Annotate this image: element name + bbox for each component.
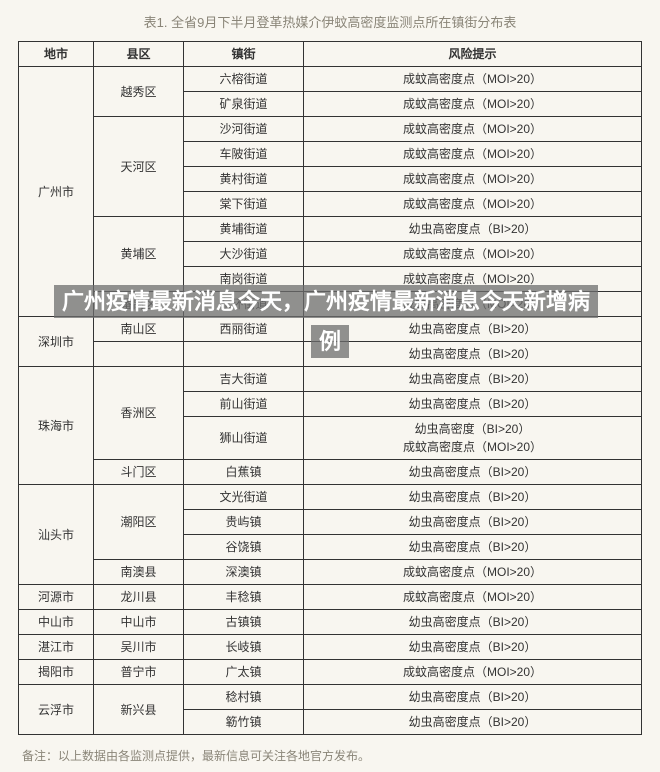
cell-town: 沙河街道 [184, 117, 304, 142]
cell-district: 越秀区 [94, 67, 184, 117]
cell-town: 车陂街道 [184, 142, 304, 167]
table-row: 珠海市香洲区吉大街道幼虫高密度点（BI>20） [19, 367, 642, 392]
cell-town: 大沙街道 [184, 242, 304, 267]
cell-town: 文光街道 [184, 485, 304, 510]
cell-town [184, 342, 304, 367]
cell-city: 揭阳市 [19, 660, 94, 685]
cell-risk: 幼虫高密度点（BI>20） [304, 460, 642, 485]
cell-district: 番禺区 [94, 292, 184, 317]
cell-town: 棠下街道 [184, 192, 304, 217]
cell-town: 黄村街道 [184, 167, 304, 192]
header-risk: 风险提示 [304, 42, 642, 67]
cell-risk: 成蚊高密度点（MOI>20） [304, 117, 642, 142]
header-town: 镇街 [184, 42, 304, 67]
cell-town: 稔村镇 [184, 685, 304, 710]
table-row: 揭阳市普宁市广太镇成蚊高密度点（MOI>20） [19, 660, 642, 685]
cell-district: 南山区 [94, 317, 184, 342]
cell-risk: 幼虫高密度点（BI>20） [304, 342, 642, 367]
cell-town: 广太镇 [184, 660, 304, 685]
distribution-table: 地市 县区 镇街 风险提示 广州市越秀区六榕街道成蚊高密度点（MOI>20）矿泉… [18, 41, 642, 735]
cell-risk: 幼虫高密度点（BI>20） [304, 635, 642, 660]
cell-district: 黄埔区 [94, 217, 184, 292]
cell-risk: 幼虫高密度点（BI>20） [304, 535, 642, 560]
cell-risk: 幼虫高密度点（BI>20） [304, 610, 642, 635]
table-row: 中山市中山市古镇镇幼虫高密度点（BI>20） [19, 610, 642, 635]
cell-risk: 成蚊高密度点（MOI>20） [304, 560, 642, 585]
cell-town: 东环街道 [184, 292, 304, 317]
table-row: 南澳县深澳镇成蚊高密度点（MOI>20） [19, 560, 642, 585]
cell-district: 普宁市 [94, 660, 184, 685]
cell-town: 古镇镇 [184, 610, 304, 635]
cell-town: 南岗街道 [184, 267, 304, 292]
cell-district: 斗门区 [94, 460, 184, 485]
cell-district [94, 342, 184, 367]
cell-risk: 成蚊高密度点（MOI>20） [304, 585, 642, 610]
cell-district: 新兴县 [94, 685, 184, 735]
cell-city: 河源市 [19, 585, 94, 610]
header-district: 县区 [94, 42, 184, 67]
cell-town: 矿泉街道 [184, 92, 304, 117]
cell-risk: 成蚊高密度点（MOI>20） [304, 192, 642, 217]
table-row: 云浮市新兴县稔村镇幼虫高密度点（BI>20） [19, 685, 642, 710]
cell-risk: 幼虫高密度点（BI>20） [304, 217, 642, 242]
cell-town: 六榕街道 [184, 67, 304, 92]
cell-risk: 成蚊高密度点（MOI>20） [304, 242, 642, 267]
cell-city: 深圳市 [19, 317, 94, 367]
table-row: 番禺区东环街道成蚊高密度点（MOI>20） [19, 292, 642, 317]
cell-district: 吴川市 [94, 635, 184, 660]
table-row: 湛江市吴川市长岐镇幼虫高密度点（BI>20） [19, 635, 642, 660]
cell-risk: 幼虫高密度点（BI>20） [304, 317, 642, 342]
cell-town: 前山街道 [184, 392, 304, 417]
cell-town: 黄埔街道 [184, 217, 304, 242]
cell-town: 丰稔镇 [184, 585, 304, 610]
cell-town: 长岐镇 [184, 635, 304, 660]
cell-risk: 成蚊高密度点（MOI>20） [304, 267, 642, 292]
table-row: 天河区沙河街道成蚊高密度点（MOI>20） [19, 117, 642, 142]
cell-city: 汕头市 [19, 485, 94, 585]
cell-city: 云浮市 [19, 685, 94, 735]
cell-risk: 成蚊高密度点（MOI>20） [304, 660, 642, 685]
cell-district: 龙川县 [94, 585, 184, 610]
footnote: 备注：以上数据由各监测点提供，最新信息可关注各地官方发布。 [18, 747, 642, 764]
cell-risk: 幼虫高密度点（BI>20） [304, 485, 642, 510]
cell-risk: 幼虫高密度（BI>20）成蚊高密度点（MOI>20） [304, 417, 642, 460]
cell-risk: 成蚊高密度点（MOI>20） [304, 92, 642, 117]
cell-risk: 成蚊高密度点（MOI>20） [304, 142, 642, 167]
table-row: 深圳市南山区西丽街道幼虫高密度点（BI>20） [19, 317, 642, 342]
cell-town: 深澳镇 [184, 560, 304, 585]
cell-district: 潮阳区 [94, 485, 184, 560]
cell-risk: 成蚊高密度点（MOI>20） [304, 67, 642, 92]
cell-town: 吉大街道 [184, 367, 304, 392]
cell-town: 簕竹镇 [184, 710, 304, 735]
cell-town: 谷饶镇 [184, 535, 304, 560]
cell-risk: 幼虫高密度点（BI>20） [304, 392, 642, 417]
cell-city: 珠海市 [19, 367, 94, 485]
table-row: 幼虫高密度点（BI>20） [19, 342, 642, 367]
cell-city: 中山市 [19, 610, 94, 635]
cell-district: 中山市 [94, 610, 184, 635]
cell-risk: 幼虫高密度点（BI>20） [304, 510, 642, 535]
cell-district: 南澳县 [94, 560, 184, 585]
table-row: 河源市龙川县丰稔镇成蚊高密度点（MOI>20） [19, 585, 642, 610]
table-row: 斗门区白蕉镇幼虫高密度点（BI>20） [19, 460, 642, 485]
table-row: 汕头市潮阳区文光街道幼虫高密度点（BI>20） [19, 485, 642, 510]
cell-risk: 成蚊高密度点（MOI>20） [304, 167, 642, 192]
table-title: 表1. 全省9月下半月登革热媒介伊蚊高密度监测点所在镇街分布表 [18, 12, 642, 31]
cell-town: 贵屿镇 [184, 510, 304, 535]
cell-town: 西丽街道 [184, 317, 304, 342]
cell-risk: 幼虫高密度点（BI>20） [304, 685, 642, 710]
cell-risk: 幼虫高密度点（BI>20） [304, 710, 642, 735]
table-row: 黄埔区黄埔街道幼虫高密度点（BI>20） [19, 217, 642, 242]
cell-risk: 成蚊高密度点（MOI>20） [304, 292, 642, 317]
cell-city: 湛江市 [19, 635, 94, 660]
header-city: 地市 [19, 42, 94, 67]
table-row: 广州市越秀区六榕街道成蚊高密度点（MOI>20） [19, 67, 642, 92]
cell-town: 白蕉镇 [184, 460, 304, 485]
cell-district: 天河区 [94, 117, 184, 217]
cell-town: 狮山街道 [184, 417, 304, 460]
cell-district: 香洲区 [94, 367, 184, 460]
cell-city: 广州市 [19, 67, 94, 317]
cell-risk: 幼虫高密度点（BI>20） [304, 367, 642, 392]
